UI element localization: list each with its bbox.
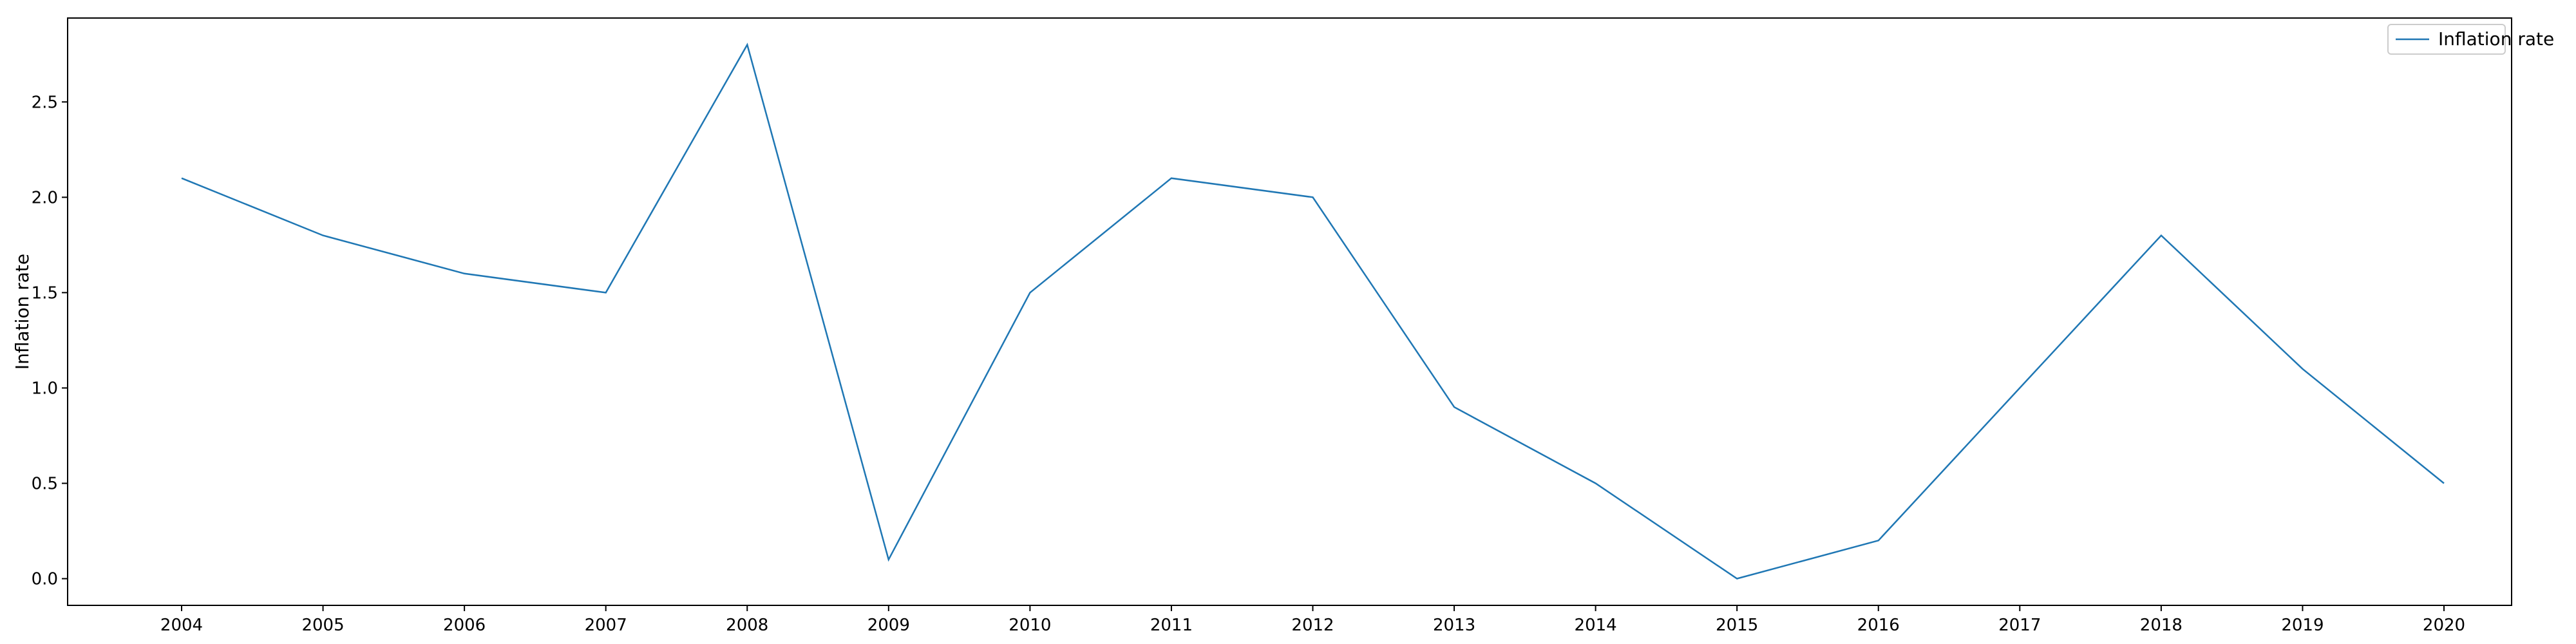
- x-tick-label: 2010: [1009, 616, 1051, 635]
- x-tick-label: 2007: [585, 616, 627, 635]
- y-axis-label: Inflation rate: [12, 254, 33, 370]
- x-tick-label: 2006: [443, 616, 486, 635]
- legend-box: [2387, 24, 2506, 55]
- x-tick-label: 2004: [160, 616, 203, 635]
- legend: Inflation rate: [2387, 24, 2554, 55]
- y-tick-label: 2.0: [32, 188, 58, 207]
- y-tick-label: 0.5: [32, 474, 58, 493]
- x-tick-label: 2015: [1716, 616, 1758, 635]
- x-tick-label: 2019: [2281, 616, 2324, 635]
- legend-label: Inflation rate: [2438, 28, 2554, 50]
- y-tick-label: 1.0: [32, 379, 58, 398]
- plot-area: [67, 17, 2512, 606]
- y-tick-label: 0.0: [32, 570, 58, 589]
- y-tick-label: 1.5: [32, 283, 58, 303]
- x-tick-label: 2009: [867, 616, 910, 635]
- x-tick-label: 2018: [2140, 616, 2183, 635]
- x-tick-label: 2017: [1998, 616, 2041, 635]
- x-tick-label: 2020: [2423, 616, 2465, 635]
- y-axis: 0.0 0.5 1.0 1.5 2.0 2.5: [32, 93, 68, 589]
- y-tick-label: 2.5: [32, 93, 58, 112]
- x-axis: 2004 2005 2006 2007 2008 2009 2010 2011 2012 2013…: [160, 605, 2465, 635]
- x-tick-label: 2008: [726, 616, 768, 635]
- x-tick-label: 2012: [1291, 616, 1334, 635]
- series-layer: [181, 43, 2445, 580]
- x-tick-label: 2014: [1575, 616, 1617, 635]
- series-line: [181, 43, 2445, 580]
- x-tick-label: 2013: [1433, 616, 1475, 635]
- x-tick-label: 2011: [1150, 616, 1193, 635]
- x-tick-label: 2005: [301, 616, 344, 635]
- x-tick-label: 2016: [1857, 616, 1900, 635]
